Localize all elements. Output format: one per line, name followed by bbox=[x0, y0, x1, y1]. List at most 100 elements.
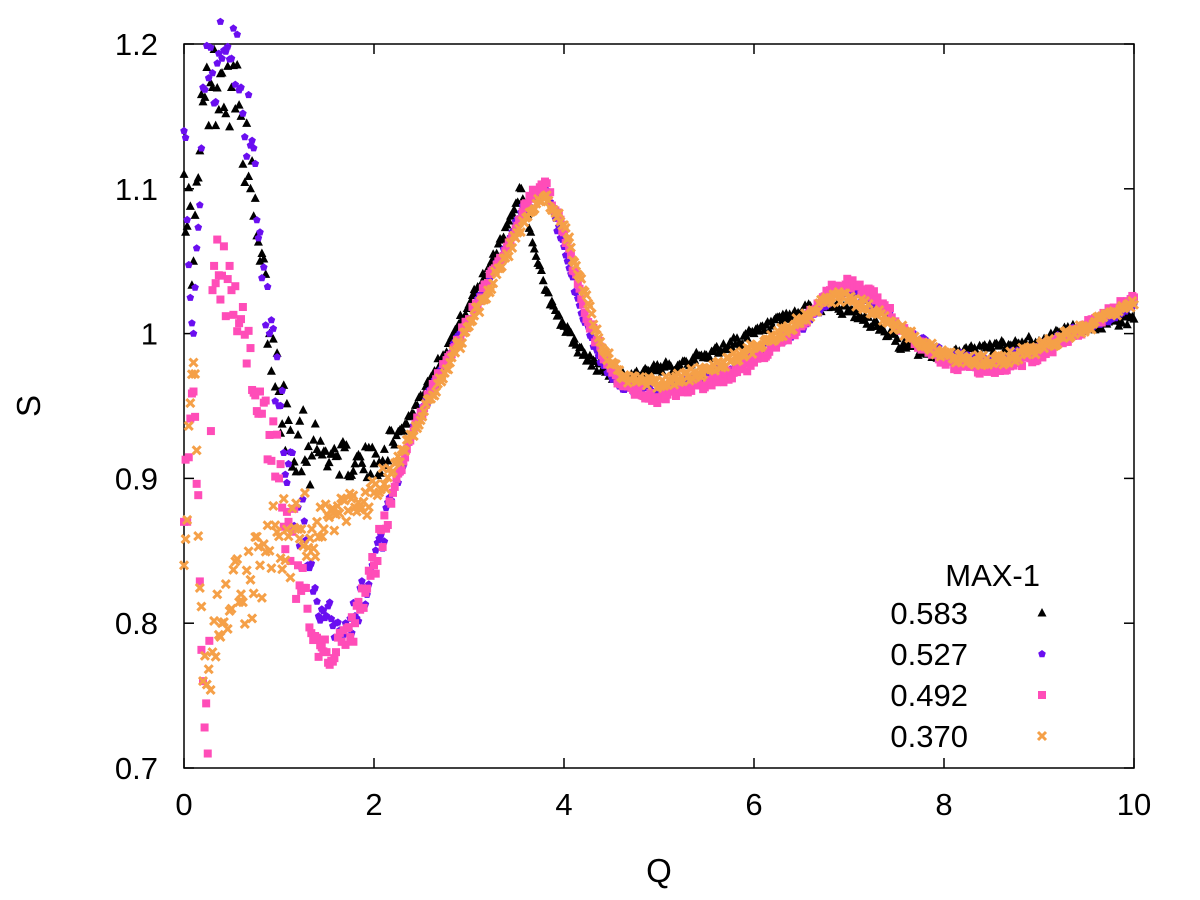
data-point bbox=[892, 333, 902, 343]
data-point bbox=[357, 458, 367, 467]
data-point bbox=[301, 583, 310, 592]
data-point bbox=[765, 347, 774, 356]
data-point bbox=[678, 388, 687, 397]
data-point bbox=[182, 221, 192, 230]
x-tick-label: 4 bbox=[555, 787, 572, 822]
data-point bbox=[305, 480, 315, 489]
data-point bbox=[859, 285, 868, 294]
data-point bbox=[296, 466, 306, 476]
data-point bbox=[1097, 318, 1106, 327]
data-point bbox=[295, 416, 305, 425]
x-tick-label: 0 bbox=[175, 787, 192, 822]
data-point bbox=[270, 520, 281, 531]
data-point bbox=[233, 327, 242, 336]
data-point bbox=[550, 305, 560, 314]
data-point bbox=[613, 379, 622, 388]
data-point bbox=[225, 55, 234, 63]
data-point bbox=[389, 488, 397, 497]
data-point bbox=[222, 623, 233, 634]
data-point bbox=[259, 253, 269, 263]
data-point bbox=[719, 378, 728, 387]
data-point bbox=[543, 195, 554, 206]
data-point bbox=[358, 577, 366, 585]
data-point bbox=[538, 275, 548, 285]
data-point bbox=[355, 451, 365, 461]
data-point bbox=[240, 177, 250, 187]
data-point bbox=[197, 144, 206, 152]
data-point bbox=[314, 652, 323, 661]
data-point bbox=[306, 523, 317, 534]
data-point bbox=[288, 448, 297, 456]
data-point bbox=[394, 456, 405, 468]
data-point bbox=[268, 334, 278, 343]
data-point bbox=[181, 227, 191, 236]
data-point bbox=[509, 204, 519, 214]
data-point bbox=[267, 316, 276, 324]
data-point bbox=[253, 541, 264, 552]
data-point bbox=[357, 584, 366, 593]
data-point bbox=[370, 561, 378, 570]
data-point bbox=[232, 60, 242, 69]
data-point bbox=[215, 631, 226, 642]
data-point bbox=[190, 368, 201, 380]
data-point bbox=[187, 389, 196, 398]
data-point bbox=[219, 242, 228, 251]
data-point bbox=[284, 415, 293, 424]
data-point bbox=[282, 398, 292, 408]
data-point bbox=[204, 74, 213, 82]
data-point bbox=[202, 699, 211, 708]
data-point bbox=[260, 546, 271, 557]
legend-label-0.583: 0.583 bbox=[890, 596, 968, 631]
data-point bbox=[311, 632, 320, 641]
data-point bbox=[1048, 348, 1057, 357]
data-point bbox=[1032, 344, 1043, 355]
y-tick-label: 0.8 bbox=[115, 606, 158, 641]
plot-frame bbox=[183, 43, 1135, 769]
data-point bbox=[398, 426, 408, 435]
data-point bbox=[209, 615, 220, 626]
data-point bbox=[277, 419, 287, 428]
data-point bbox=[248, 588, 259, 599]
data-point bbox=[571, 260, 582, 271]
data-point bbox=[267, 456, 276, 465]
data-point bbox=[184, 453, 193, 462]
data-point bbox=[294, 533, 305, 544]
data-point bbox=[183, 420, 194, 431]
series-0.492 bbox=[180, 177, 1138, 758]
data-point bbox=[248, 136, 256, 144]
data-point bbox=[557, 316, 567, 326]
data-point bbox=[542, 179, 551, 188]
data-point bbox=[537, 180, 546, 189]
data-point bbox=[368, 553, 377, 562]
data-point bbox=[566, 250, 575, 259]
data-point bbox=[199, 650, 210, 661]
data-point bbox=[400, 446, 411, 457]
data-point bbox=[1125, 302, 1136, 313]
data-point bbox=[576, 342, 586, 352]
data-point bbox=[841, 280, 850, 289]
data-point bbox=[212, 589, 223, 600]
data-point bbox=[295, 581, 304, 590]
data-point bbox=[219, 102, 229, 111]
y-tick-label: 1 bbox=[141, 317, 158, 352]
data-point bbox=[524, 223, 534, 232]
data-point bbox=[307, 559, 316, 567]
data-point bbox=[244, 171, 254, 180]
data-point bbox=[229, 24, 238, 32]
data-point bbox=[746, 361, 755, 370]
data-point bbox=[705, 376, 714, 385]
data-point bbox=[329, 443, 339, 453]
data-point bbox=[309, 435, 319, 444]
data-point bbox=[474, 307, 485, 318]
data-point bbox=[202, 62, 212, 71]
data-point bbox=[364, 566, 373, 575]
data-point bbox=[238, 159, 248, 168]
data-point bbox=[348, 466, 358, 475]
series-0.583 bbox=[179, 44, 1139, 489]
data-point bbox=[292, 594, 301, 603]
data-point bbox=[569, 334, 579, 343]
data-point bbox=[507, 242, 518, 254]
data-point bbox=[333, 633, 342, 642]
data-point bbox=[254, 234, 263, 242]
data-point bbox=[190, 210, 200, 219]
